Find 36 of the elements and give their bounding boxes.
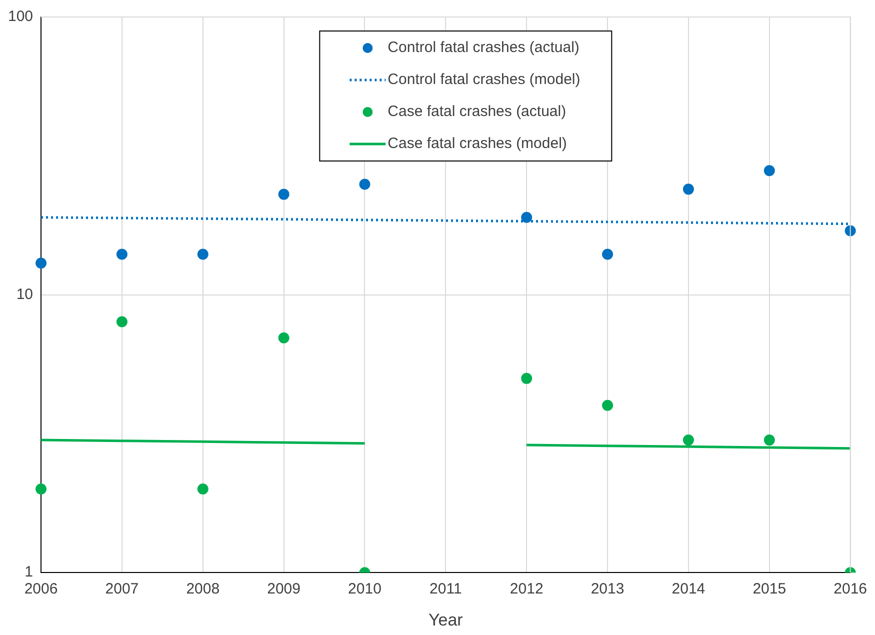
x-tick-label: 2008 (186, 580, 220, 598)
x-tick-label: 2016 (834, 580, 868, 598)
point (521, 372, 532, 384)
legend-label: Case fatal crashes (model) (388, 135, 567, 152)
x-tick-label: 2012 (510, 580, 544, 598)
x-tick-label: 2007 (105, 580, 139, 598)
y-tick-label: 10 (16, 286, 34, 303)
legend-label: Control fatal crashes (actual) (388, 39, 580, 56)
legend-label: Control fatal crashes (model) (388, 71, 580, 88)
point (602, 248, 614, 260)
point (197, 483, 208, 494)
x-tick-label: 2006 (24, 580, 58, 598)
x-tick-label: 2010 (348, 580, 382, 598)
x-tick-label: 2013 (590, 580, 624, 598)
point (682, 434, 694, 446)
point (278, 188, 290, 200)
point (197, 248, 208, 260)
y-tick-label: 100 (8, 8, 34, 26)
x-tick-label: 2015 (752, 580, 786, 598)
point (764, 434, 775, 446)
x-tick-label: 2011 (430, 580, 462, 598)
point (116, 248, 128, 260)
point (682, 184, 694, 195)
legend-label: Case fatal crashes (actual) (388, 103, 566, 120)
x-axis-title: Year (428, 610, 464, 630)
point (521, 212, 532, 223)
point (36, 258, 47, 269)
x-tick-label: 2009 (267, 580, 300, 598)
point (116, 316, 128, 328)
y-tick-label: 1 (24, 564, 34, 581)
point (278, 332, 290, 344)
point (36, 483, 47, 494)
point (359, 178, 370, 190)
point (602, 400, 614, 411)
x-tick-label: 2014 (672, 580, 706, 598)
point (764, 165, 775, 176)
